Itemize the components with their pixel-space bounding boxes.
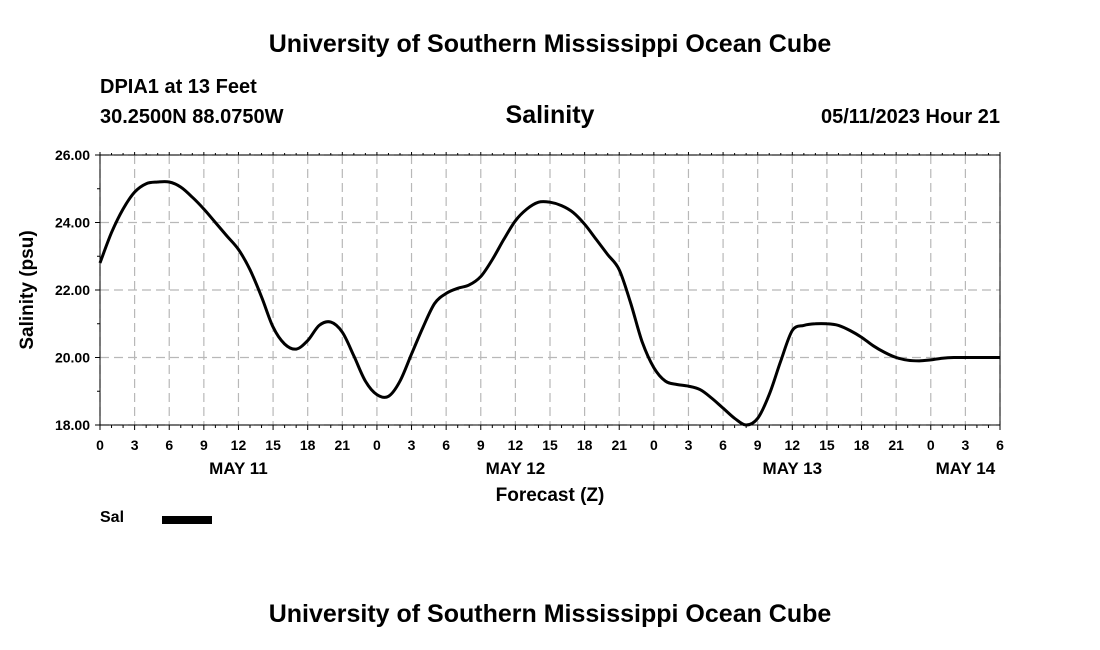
y-tick-labels: 18.00 20.00 22.00 24.00 26.00 (55, 147, 90, 433)
x-tick-label: 0 (927, 437, 935, 453)
legend-label: Sal (100, 509, 125, 526)
plot-frame (99, 154, 1001, 426)
y-tick-label: 20.00 (55, 350, 90, 366)
x-tick-label: 21 (335, 437, 351, 453)
footer-title: University of Southern Mississippi Ocean… (268, 600, 832, 628)
timestamp-label: 05/11/2023 Hour 21 (820, 106, 1000, 128)
x-tick-label: 6 (719, 437, 727, 453)
salinity-series-line (98, 180, 1000, 427)
parameter-title: Salinity (505, 101, 595, 129)
x-tick-label: 6 (442, 437, 450, 453)
y-tick-label: 18.00 (55, 417, 90, 433)
date-label: MAY 14 (936, 459, 996, 478)
x-tick-label: 3 (408, 437, 416, 453)
x-axis-title: Forecast (Z) (496, 485, 605, 506)
x-tick-label: 3 (961, 437, 969, 453)
x-tick-label: 9 (754, 437, 762, 453)
date-labels: MAY 11 MAY 12 MAY 13 MAY 14 (209, 459, 996, 478)
x-tick-label: 12 (785, 437, 801, 453)
x-tick-label: 15 (542, 437, 558, 453)
x-tick-label: 21 (611, 437, 627, 453)
axis-ticks (95, 152, 1001, 430)
x-tick-label: 0 (96, 437, 104, 453)
y-axis-title: Salinity (psu) (17, 230, 38, 349)
x-tick-label: 3 (685, 437, 693, 453)
x-tick-label: 3 (131, 437, 139, 453)
x-tick-labels: 0 3 6 9 12 15 18 21 0 3 6 9 12 15 18 21 0 3 6 9 12 15 18 21 0 3 6 (96, 437, 1004, 453)
y-tick-label: 24.00 (55, 215, 90, 231)
x-tick-label: 0 (373, 437, 381, 453)
coordinates-label: 30.2500N 88.0750W (100, 106, 284, 128)
y-tick-label: 22.00 (55, 282, 90, 298)
date-label: MAY 13 (763, 459, 823, 478)
x-tick-label: 15 (819, 437, 835, 453)
grid-lines (99, 154, 1001, 426)
date-label: MAY 12 (486, 459, 546, 478)
chart-title: University of Southern Mississippi Ocean… (268, 30, 832, 58)
legend-line-swatch (162, 516, 212, 524)
x-tick-label: 12 (508, 437, 524, 453)
x-tick-label: 18 (854, 437, 870, 453)
x-tick-label: 18 (300, 437, 316, 453)
x-tick-label: 18 (577, 437, 593, 453)
x-tick-label: 9 (477, 437, 485, 453)
x-tick-label: 0 (650, 437, 658, 453)
x-tick-label: 6 (165, 437, 173, 453)
x-tick-label: 12 (231, 437, 247, 453)
y-tick-label: 26.00 (55, 147, 90, 163)
x-tick-label: 21 (888, 437, 904, 453)
x-tick-label: 15 (265, 437, 281, 453)
x-tick-label: 9 (200, 437, 208, 453)
x-tick-label: 6 (996, 437, 1004, 453)
station-label: DPIA1 at 13 Feet (100, 76, 257, 98)
date-label: MAY 11 (209, 459, 268, 478)
